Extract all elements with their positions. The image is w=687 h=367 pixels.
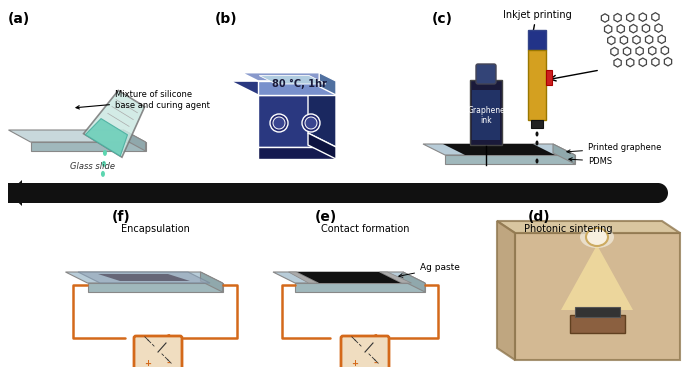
Polygon shape	[553, 144, 575, 164]
FancyBboxPatch shape	[341, 336, 389, 367]
Polygon shape	[403, 272, 425, 292]
Ellipse shape	[101, 171, 105, 177]
Circle shape	[305, 117, 317, 129]
Polygon shape	[443, 144, 555, 155]
Polygon shape	[65, 272, 223, 283]
Text: (d): (d)	[528, 210, 550, 224]
Ellipse shape	[102, 161, 106, 167]
Ellipse shape	[535, 159, 539, 164]
Text: PDMS: PDMS	[569, 156, 612, 166]
Polygon shape	[201, 272, 223, 292]
Polygon shape	[515, 233, 680, 360]
Ellipse shape	[580, 226, 614, 248]
Polygon shape	[258, 81, 336, 95]
Wedge shape	[658, 183, 668, 203]
Polygon shape	[291, 272, 407, 283]
Text: (b): (b)	[215, 12, 238, 26]
Polygon shape	[528, 30, 546, 50]
Text: Graphene
ink: Graphene ink	[467, 106, 505, 125]
Polygon shape	[259, 76, 326, 84]
Text: -: -	[373, 359, 376, 367]
Text: Inkjet printing: Inkjet printing	[503, 10, 572, 20]
FancyBboxPatch shape	[476, 64, 496, 84]
Ellipse shape	[535, 141, 539, 145]
Polygon shape	[470, 80, 502, 145]
Text: (a): (a)	[8, 12, 30, 26]
Polygon shape	[98, 274, 190, 281]
Text: (e): (e)	[315, 210, 337, 224]
Circle shape	[270, 114, 288, 132]
Polygon shape	[258, 95, 336, 147]
Polygon shape	[445, 155, 575, 164]
Ellipse shape	[535, 131, 539, 137]
Polygon shape	[30, 142, 146, 151]
Bar	[575, 307, 620, 317]
Polygon shape	[423, 144, 575, 155]
Text: -: -	[166, 359, 170, 367]
Polygon shape	[531, 120, 543, 128]
Polygon shape	[289, 272, 319, 283]
Text: Encapsulation: Encapsulation	[120, 224, 190, 234]
Text: Contact formation: Contact formation	[321, 224, 409, 234]
Polygon shape	[230, 81, 336, 95]
Polygon shape	[241, 73, 336, 81]
Ellipse shape	[586, 228, 608, 246]
Polygon shape	[8, 180, 22, 206]
Text: +: +	[352, 359, 359, 367]
Polygon shape	[528, 50, 546, 120]
Polygon shape	[561, 245, 633, 310]
Polygon shape	[124, 130, 146, 151]
Polygon shape	[258, 147, 336, 159]
Polygon shape	[319, 73, 336, 95]
Polygon shape	[497, 221, 515, 360]
Polygon shape	[379, 272, 412, 283]
Text: (c): (c)	[432, 12, 453, 26]
Circle shape	[302, 114, 320, 132]
Text: Mixture of silicone
base and curing agent: Mixture of silicone base and curing agen…	[76, 90, 210, 110]
Text: Printed graphene: Printed graphene	[567, 143, 662, 153]
FancyBboxPatch shape	[134, 336, 182, 367]
Polygon shape	[273, 272, 425, 283]
Polygon shape	[308, 81, 336, 147]
Circle shape	[273, 117, 285, 129]
Text: Glass slide: Glass slide	[69, 162, 115, 171]
Polygon shape	[87, 283, 223, 292]
Bar	[570, 315, 625, 333]
Polygon shape	[8, 130, 146, 142]
Polygon shape	[85, 119, 128, 156]
Polygon shape	[84, 90, 145, 157]
Polygon shape	[497, 221, 680, 233]
Polygon shape	[308, 133, 336, 159]
Polygon shape	[472, 90, 500, 140]
Ellipse shape	[535, 149, 539, 155]
Text: (f): (f)	[112, 210, 131, 224]
Polygon shape	[78, 272, 210, 283]
Ellipse shape	[103, 150, 107, 156]
Polygon shape	[295, 283, 425, 292]
Text: Ag paste: Ag paste	[398, 264, 460, 277]
Polygon shape	[546, 70, 552, 85]
Text: Photonic sintering: Photonic sintering	[523, 224, 612, 234]
Bar	[8, 183, 658, 203]
Text: 80 °C, 1hr: 80 °C, 1hr	[271, 79, 326, 89]
Text: +: +	[144, 359, 152, 367]
